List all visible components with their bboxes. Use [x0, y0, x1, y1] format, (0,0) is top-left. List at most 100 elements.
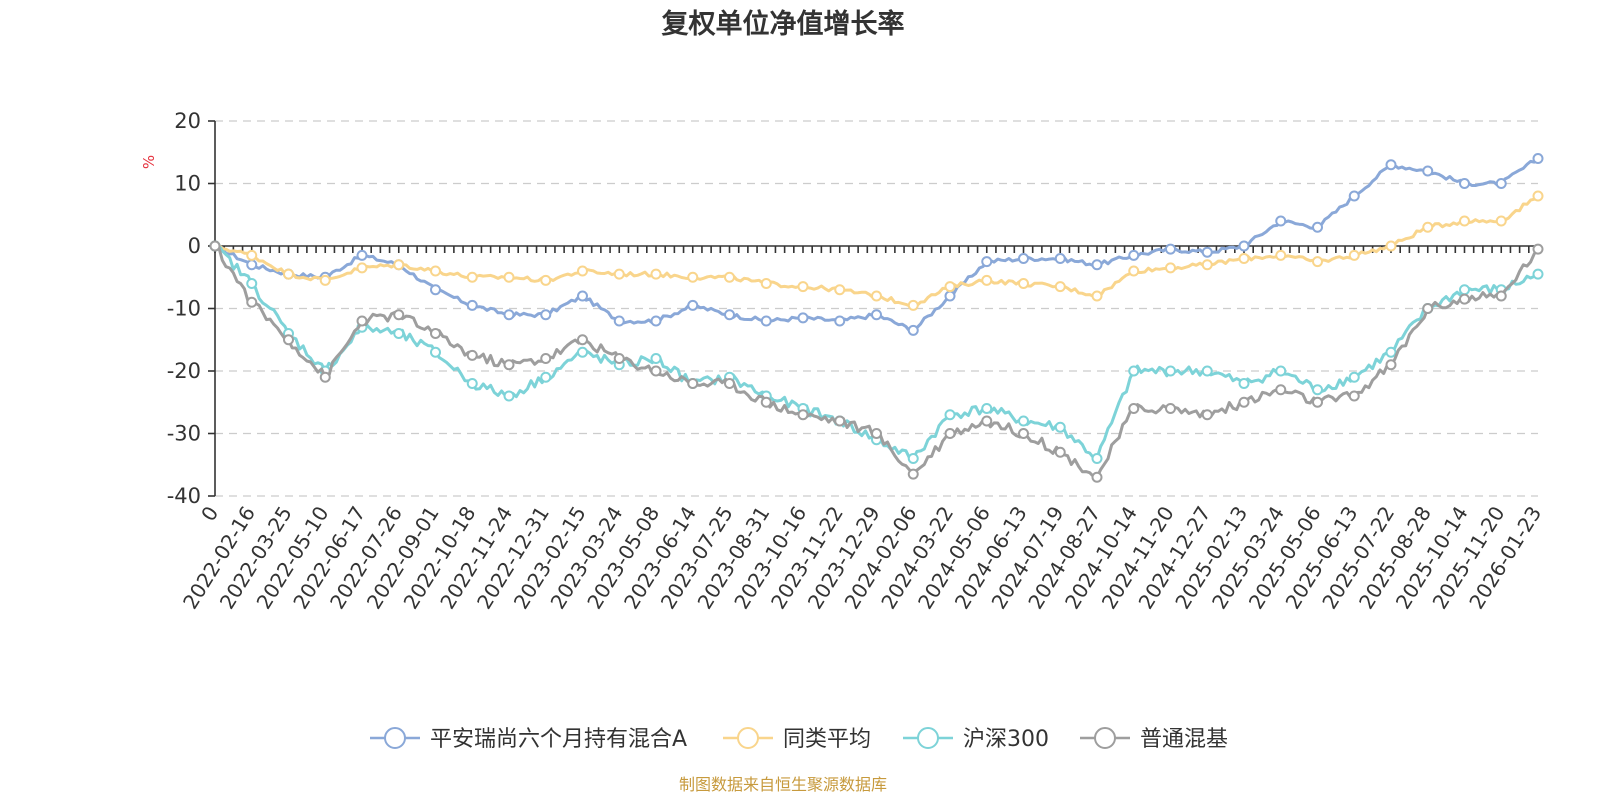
data-point	[1312, 221, 1323, 233]
data-point	[834, 284, 846, 296]
data-point	[283, 334, 294, 346]
data-point	[1238, 378, 1250, 389]
x-axis: 02022-02-162022-03-252022-05-102022-06-1…	[178, 245, 1546, 613]
data-point	[1091, 259, 1103, 271]
data-point	[907, 453, 919, 464]
data-point	[430, 265, 441, 277]
data-point	[356, 315, 368, 327]
data-point	[1385, 359, 1397, 371]
data-point	[1128, 265, 1140, 277]
data-point	[1238, 240, 1250, 252]
data-point	[797, 409, 809, 421]
source-note: 制图数据来自恒生聚源数据库	[679, 775, 887, 794]
data-point	[797, 281, 809, 293]
data-point	[687, 378, 699, 389]
legend-item[interactable]: 普通混基	[1080, 727, 1228, 752]
y-tick-label: -40	[167, 484, 201, 508]
data-point	[981, 274, 993, 286]
y-tick-label: -30	[167, 422, 201, 446]
data-point	[1238, 396, 1250, 408]
data-point	[1275, 384, 1287, 396]
data-point	[981, 415, 993, 427]
data-point	[1054, 281, 1066, 293]
legend-label: 沪深300	[963, 727, 1049, 752]
data-point	[1422, 303, 1434, 314]
data-point	[1201, 246, 1213, 258]
data-point	[1128, 365, 1140, 377]
legend-item[interactable]: 沪深300	[903, 727, 1049, 752]
data-point	[1459, 215, 1470, 227]
data-point	[1348, 190, 1360, 202]
y-tick-label: -20	[167, 359, 201, 383]
legend-circle-icon	[1094, 727, 1116, 749]
data-point	[1385, 159, 1397, 171]
legend-label: 普通混基	[1140, 727, 1228, 752]
data-point	[1201, 259, 1213, 271]
data-point	[466, 349, 478, 361]
data-point	[613, 268, 625, 280]
data-point	[687, 299, 699, 311]
data-point	[1165, 262, 1176, 274]
legend-item[interactable]: 平安瑞尚六个月持有混合A	[370, 727, 687, 752]
data-point	[209, 240, 221, 252]
series-layer	[209, 153, 1544, 483]
data-point	[760, 396, 772, 408]
data-point	[871, 290, 882, 302]
data-point	[246, 259, 258, 271]
legend-circle-icon	[917, 727, 939, 749]
data-point	[1275, 249, 1287, 261]
data-point	[1165, 403, 1176, 414]
data-point	[1201, 365, 1213, 377]
data-point	[503, 390, 515, 402]
data-point	[1495, 215, 1507, 227]
data-point	[650, 365, 662, 377]
data-point	[246, 296, 258, 308]
data-point	[1018, 415, 1029, 427]
data-point	[613, 315, 625, 327]
data-point	[540, 274, 552, 286]
data-point	[577, 265, 588, 277]
data-point	[577, 290, 588, 302]
series-2	[209, 240, 1544, 464]
legend[interactable]: 平安瑞尚六个月持有混合A 同类平均 沪深300 普通混基	[370, 727, 1228, 752]
y-tick-label: 0	[188, 234, 201, 258]
data-point	[1165, 243, 1176, 255]
data-point	[944, 290, 956, 302]
data-point	[503, 359, 515, 371]
data-point	[540, 309, 552, 321]
y-tick-label: 10	[174, 172, 201, 196]
x-tick-label: 0	[196, 502, 223, 526]
data-point	[246, 278, 258, 289]
data-point	[577, 346, 588, 358]
data-point	[1201, 409, 1213, 421]
data-point	[1532, 243, 1544, 255]
legend-label: 平安瑞尚六个月持有混合A	[430, 727, 687, 752]
data-point	[1091, 453, 1103, 464]
data-point	[540, 353, 552, 364]
data-point	[1018, 253, 1029, 264]
data-point	[1128, 249, 1140, 261]
data-point	[1165, 365, 1176, 377]
series-3	[209, 240, 1544, 483]
legend-label: 同类平均	[783, 727, 871, 752]
data-point	[319, 371, 331, 383]
data-point	[246, 249, 258, 261]
data-point	[1275, 215, 1287, 227]
data-point	[466, 299, 478, 311]
legend-item[interactable]: 同类平均	[723, 727, 871, 752]
data-point	[724, 309, 735, 321]
data-point	[466, 378, 478, 389]
data-point	[650, 268, 662, 280]
data-point	[283, 268, 294, 280]
data-point	[1091, 471, 1103, 483]
data-point	[907, 324, 919, 336]
y-axis: 20 10 0 -10 -20 -30 -40	[167, 109, 216, 508]
data-point	[1385, 346, 1397, 358]
data-point	[393, 259, 405, 271]
chart-title: 复权单位净值增长率	[662, 8, 905, 40]
series-line-2	[213, 243, 1540, 460]
data-point	[797, 312, 809, 324]
data-point	[1532, 190, 1544, 202]
data-point	[1054, 446, 1066, 458]
